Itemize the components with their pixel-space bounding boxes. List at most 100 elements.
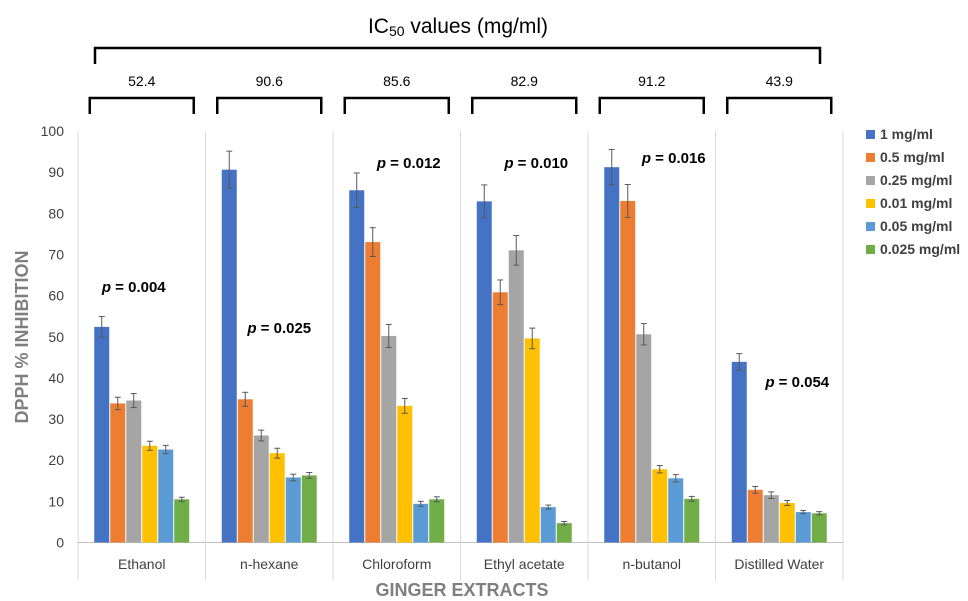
legend-swatch xyxy=(866,222,875,231)
error-bar xyxy=(688,495,695,502)
bar-2-1 xyxy=(365,242,381,543)
error-bar xyxy=(752,486,759,494)
y-tick-label: 90 xyxy=(48,164,64,180)
bar-2-4 xyxy=(413,503,429,543)
bar-1-2 xyxy=(253,435,269,543)
error-bar xyxy=(258,429,265,442)
y-tick-label: 10 xyxy=(48,493,64,509)
legend-label: 0.01 mg/ml xyxy=(880,195,952,211)
chart-title: IC50 values (mg/ml) xyxy=(368,15,548,39)
legend-swatch xyxy=(866,176,875,185)
ic50-value: 82.9 xyxy=(511,73,538,89)
error-bar xyxy=(672,474,679,483)
p-value-annotations: p = 0.004 p = 0.025 p = 0.012 p = 0.010 p = … xyxy=(101,150,830,391)
y-tick-label: 60 xyxy=(48,288,64,304)
bar-5-3 xyxy=(779,502,795,543)
legend: 1 mg/ml 0.5 mg/ml 0.25 mg/ml 0.01 mg/ml 0.05… xyxy=(866,126,960,257)
y-tick-label: 40 xyxy=(48,370,64,386)
error-bar xyxy=(114,396,121,411)
bar-4-1 xyxy=(620,200,636,543)
y-tick-label: 80 xyxy=(48,205,64,221)
error-bar xyxy=(274,447,281,459)
error-bar xyxy=(561,521,568,526)
y-axis-title: DPPH % INHIBITION xyxy=(12,250,32,423)
legend-swatch xyxy=(866,199,875,208)
bars xyxy=(94,167,827,543)
error-bar xyxy=(162,444,169,455)
p-value-label: p = 0.016 xyxy=(641,150,706,167)
bar-2-3 xyxy=(397,405,413,543)
category-label: n-hexane xyxy=(240,556,299,572)
ic50-group-bracket xyxy=(598,96,705,114)
error-bar xyxy=(401,397,408,414)
bar-5-1 xyxy=(747,489,763,543)
bar-0-2 xyxy=(126,400,142,543)
bar-4-0 xyxy=(604,167,620,543)
ic50-group-bracket xyxy=(726,96,833,114)
legend-label: 0.025 mg/ml xyxy=(880,241,960,257)
error-bar xyxy=(433,496,440,503)
ic50-groups: 52.4 90.6 85.6 82.9 91.2 43.9 xyxy=(88,73,833,114)
chart-title-subscript: 50 xyxy=(389,23,405,39)
ic50-value: 85.6 xyxy=(383,73,410,89)
category-separators xyxy=(77,131,844,581)
error-bars xyxy=(98,149,823,526)
category-label: Ethyl acetate xyxy=(484,556,565,572)
y-tick-label: 50 xyxy=(48,329,64,345)
ic50-overall-bracket xyxy=(93,46,822,64)
error-bar xyxy=(816,511,823,516)
error-bar xyxy=(178,496,185,502)
error-bar xyxy=(242,391,249,407)
y-tick-label: 30 xyxy=(48,411,64,427)
error-bar xyxy=(306,472,313,479)
error-bar xyxy=(545,504,552,510)
bar-3-4 xyxy=(540,507,556,543)
bar-3-1 xyxy=(492,292,508,543)
x-axis-category-labels: Ethanol n-hexane Chloroform Ethyl acetate n-… xyxy=(118,556,824,572)
error-bar xyxy=(385,323,392,348)
legend-swatch xyxy=(866,130,875,139)
bar-1-1 xyxy=(237,399,253,543)
error-bar xyxy=(784,500,791,506)
bar-0-3 xyxy=(142,445,158,543)
error-bar xyxy=(768,491,775,499)
chart-title-main: IC xyxy=(368,15,389,38)
chart-title-rest: values (mg/ml) xyxy=(405,15,549,38)
y-tick-label: 100 xyxy=(41,123,65,139)
bar-3-5 xyxy=(556,523,572,543)
bar-3-0 xyxy=(476,201,492,543)
y-tick-label: 20 xyxy=(48,452,64,468)
ic50-group-bracket xyxy=(216,96,323,114)
bar-3-2 xyxy=(508,250,524,543)
y-tick-label: 0 xyxy=(56,535,64,551)
bar-4-5 xyxy=(684,498,700,543)
bar-5-4 xyxy=(795,512,811,543)
bar-5-5 xyxy=(811,513,827,543)
bar-1-5 xyxy=(301,475,317,543)
bar-4-3 xyxy=(652,469,668,543)
y-tick-label: 70 xyxy=(48,246,64,262)
bar-2-0 xyxy=(349,190,365,543)
p-value-label: p = 0.004 xyxy=(101,279,166,296)
error-bar xyxy=(800,509,807,515)
bar-0-4 xyxy=(158,449,174,543)
bar-5-2 xyxy=(763,495,779,543)
error-bar xyxy=(513,235,520,266)
legend-label: 0.05 mg/ml xyxy=(880,218,952,234)
error-bar xyxy=(369,227,376,258)
bar-0-0 xyxy=(94,326,110,543)
bar-1-0 xyxy=(221,169,237,543)
error-bar xyxy=(624,183,631,218)
legend-label: 0.5 mg/ml xyxy=(880,149,945,165)
bar-0-5 xyxy=(174,499,190,543)
category-label: Distilled Water xyxy=(734,556,824,572)
error-bar xyxy=(353,172,360,209)
bar-4-4 xyxy=(668,478,684,543)
p-value-label: p = 0.010 xyxy=(503,155,568,172)
error-bar xyxy=(226,150,233,189)
ic50-group-bracket xyxy=(88,96,195,114)
error-bar xyxy=(736,353,743,371)
bar-3-3 xyxy=(524,338,540,543)
error-bar xyxy=(608,149,615,186)
